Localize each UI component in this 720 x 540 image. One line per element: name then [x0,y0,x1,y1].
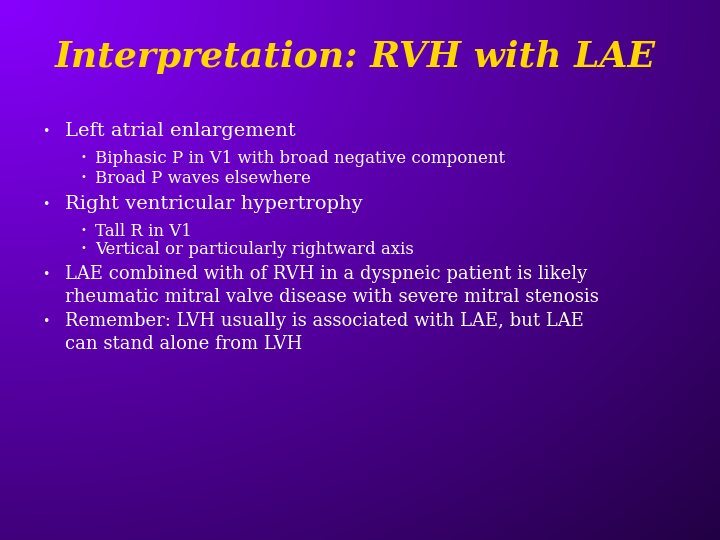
Text: Right ventricular hypertrophy: Right ventricular hypertrophy [65,195,363,213]
Text: Remember: LVH usually is associated with LAE, but LAE
can stand alone from LVH: Remember: LVH usually is associated with… [65,312,584,353]
Text: •: • [42,198,50,211]
Text: •: • [80,152,86,162]
Text: •: • [80,172,86,182]
Text: LAE combined with of RVH in a dyspneic patient is likely
rheumatic mitral valve : LAE combined with of RVH in a dyspneic p… [65,265,599,306]
Text: •: • [80,243,86,253]
Text: Biphasic P in V1 with broad negative component: Biphasic P in V1 with broad negative com… [95,150,505,167]
Text: •: • [80,225,86,235]
Text: Vertical or particularly rightward axis: Vertical or particularly rightward axis [95,241,414,258]
Text: Interpretation: RVH with LAE: Interpretation: RVH with LAE [55,40,656,74]
Text: Left atrial enlargement: Left atrial enlargement [65,122,296,140]
Text: Tall R in V1: Tall R in V1 [95,223,192,240]
Text: •: • [42,315,50,328]
Text: Broad P waves elsewhere: Broad P waves elsewhere [95,170,311,187]
Text: •: • [42,125,50,138]
Text: •: • [42,268,50,281]
